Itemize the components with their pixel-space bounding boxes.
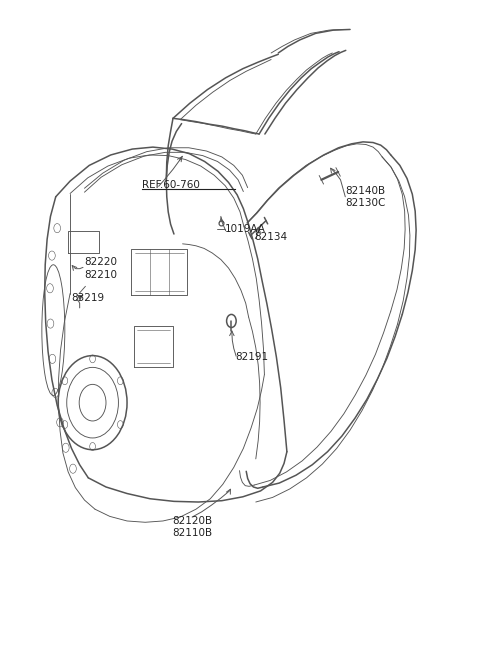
Text: 1019AA: 1019AA (225, 225, 265, 234)
Text: 82120B
82110B: 82120B 82110B (172, 515, 212, 538)
Text: 82140B
82130C: 82140B 82130C (345, 185, 385, 208)
Text: 82220
82210: 82220 82210 (84, 257, 118, 280)
Text: REF.60-760: REF.60-760 (142, 180, 200, 190)
Text: 82191: 82191 (235, 352, 268, 362)
Text: 83219: 83219 (72, 293, 105, 303)
Text: 82134: 82134 (254, 233, 288, 242)
